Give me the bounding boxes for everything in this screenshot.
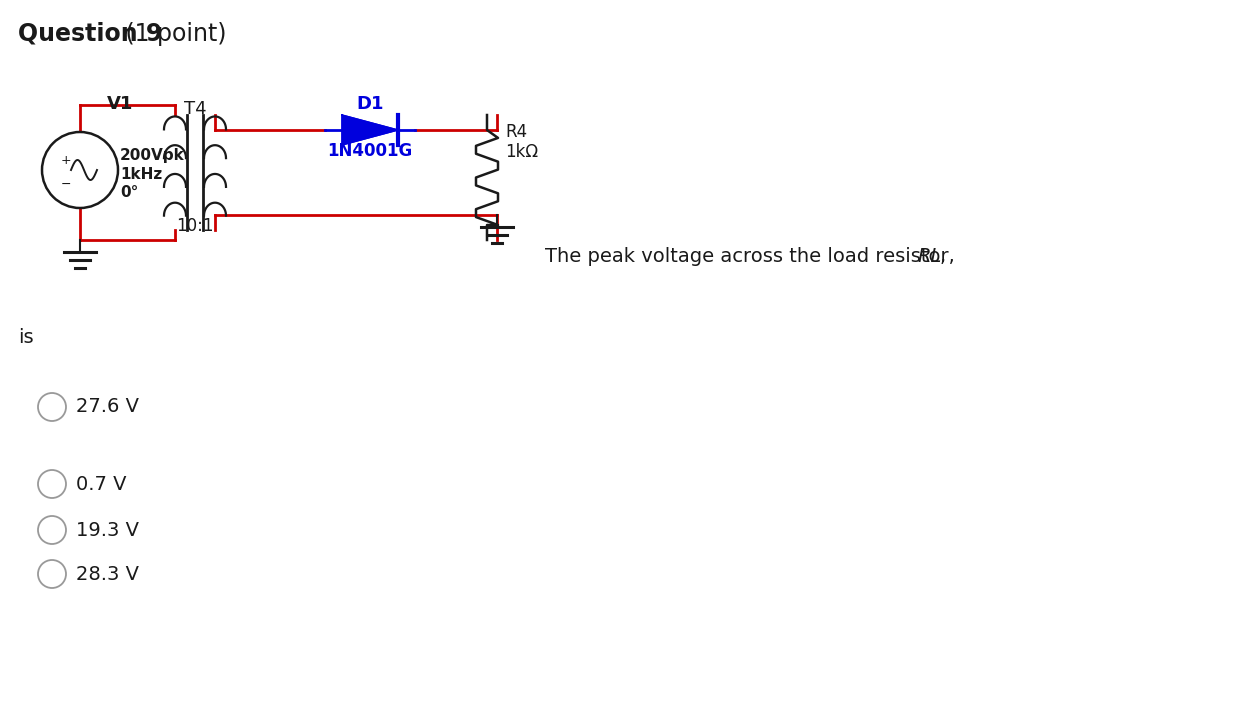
Text: 1kΩ: 1kΩ xyxy=(505,143,538,161)
Text: ,: , xyxy=(940,248,946,266)
Text: D1: D1 xyxy=(356,95,384,113)
Text: 10:1: 10:1 xyxy=(177,217,213,235)
Circle shape xyxy=(38,560,66,588)
Circle shape xyxy=(41,132,118,208)
Circle shape xyxy=(38,516,66,544)
Text: The peak voltage across the load resistor,: The peak voltage across the load resisto… xyxy=(545,248,961,266)
Text: RL: RL xyxy=(917,248,942,266)
Text: 27.6 V: 27.6 V xyxy=(76,397,139,417)
Text: (1 point): (1 point) xyxy=(118,22,227,46)
Polygon shape xyxy=(342,115,398,145)
Circle shape xyxy=(38,393,66,421)
Text: −: − xyxy=(60,177,71,191)
Text: 1N4001G: 1N4001G xyxy=(327,142,413,160)
Text: T4: T4 xyxy=(183,100,207,118)
Text: 0.7 V: 0.7 V xyxy=(76,474,127,493)
Text: 19.3 V: 19.3 V xyxy=(76,520,139,539)
Text: 28.3 V: 28.3 V xyxy=(76,565,139,583)
Text: 1kHz: 1kHz xyxy=(120,167,162,182)
Text: V1: V1 xyxy=(107,95,133,113)
Text: 0°: 0° xyxy=(120,185,138,200)
Text: +: + xyxy=(60,153,71,167)
Text: Question 9: Question 9 xyxy=(18,22,162,46)
Text: R4: R4 xyxy=(505,123,527,141)
Text: is: is xyxy=(18,328,34,347)
Text: 200Vpk: 200Vpk xyxy=(120,148,184,163)
Circle shape xyxy=(38,470,66,498)
